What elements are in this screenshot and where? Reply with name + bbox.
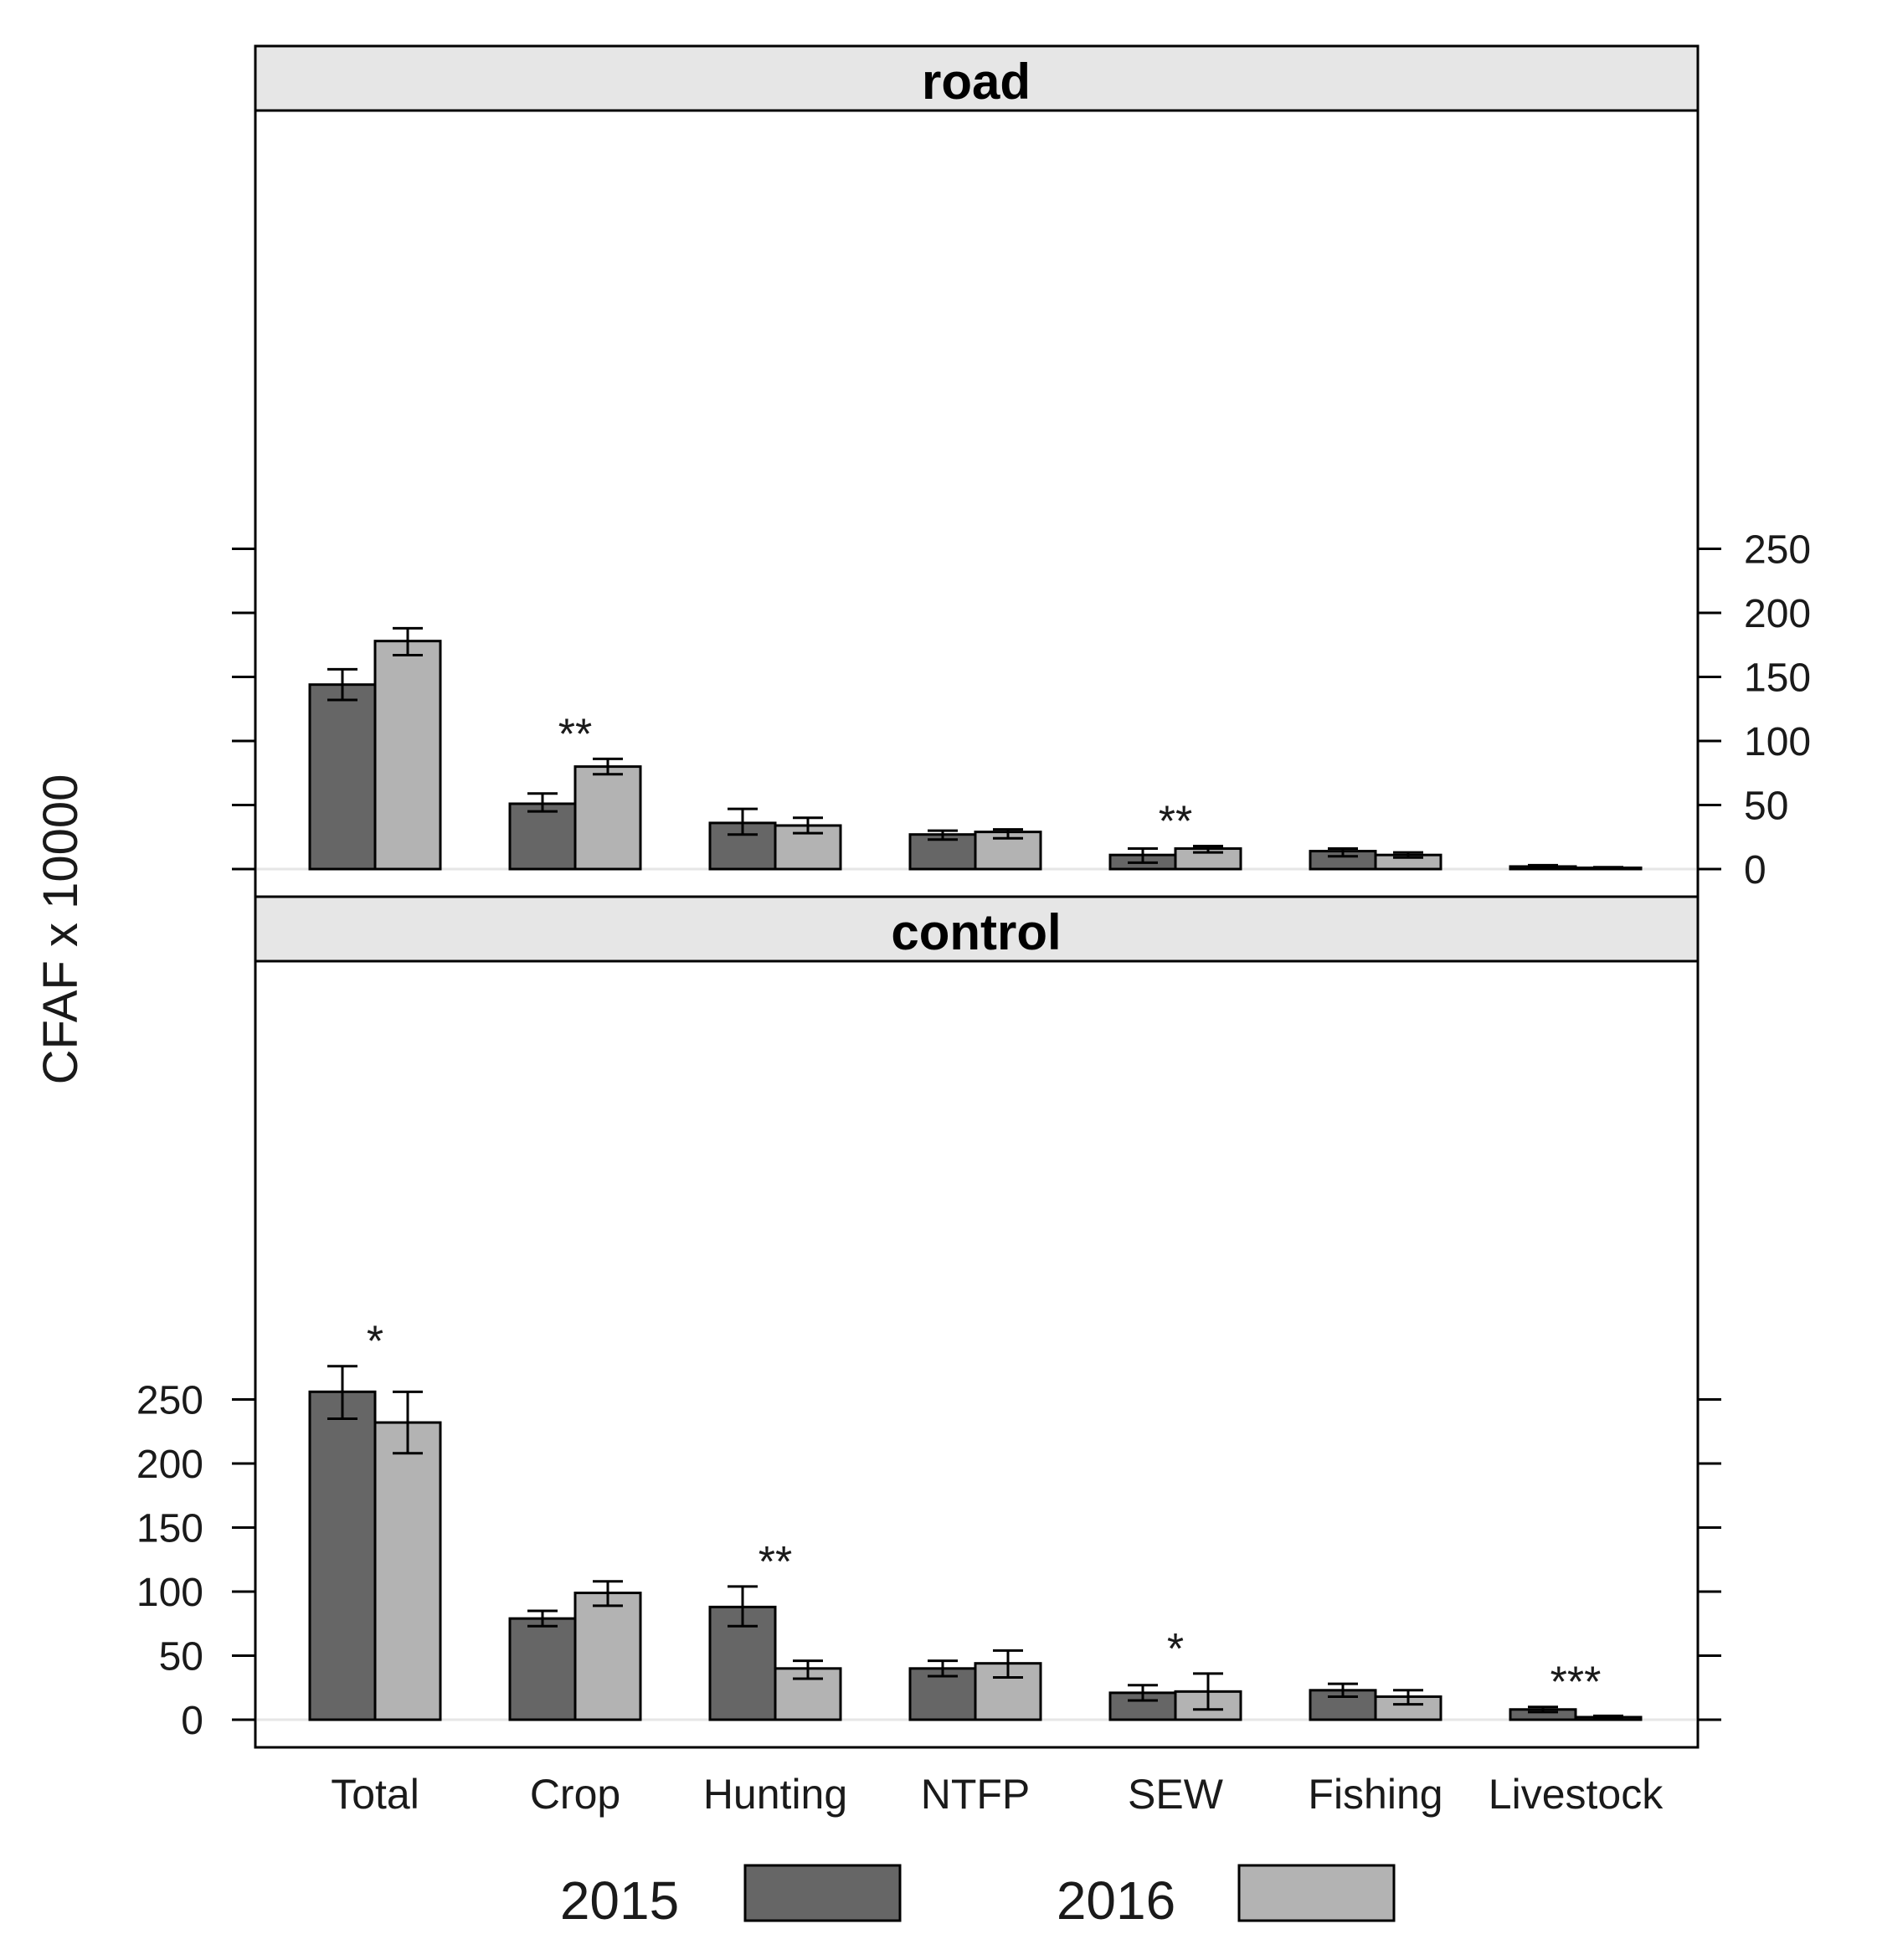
control-ytick-label: 150 [136, 1507, 203, 1551]
x-tick-label-Hunting: Hunting [703, 1771, 847, 1818]
road-ytick-label: 200 [1744, 592, 1811, 636]
control-ytick-label: 250 [136, 1379, 203, 1423]
road-ytick-label: 0 [1744, 848, 1766, 893]
legend-swatch-2015 [743, 1864, 902, 1922]
control-ytick-label: 200 [136, 1443, 203, 1487]
road-strip-label: road [922, 54, 1031, 110]
control-bar-2016-Total [373, 1421, 442, 1721]
control-strip [254, 895, 1700, 963]
control-significance-Hunting: ** [759, 1538, 792, 1587]
control-bar-2015-Crop [508, 1617, 577, 1721]
road-significance-SEW: ** [1159, 797, 1192, 846]
road-strip [254, 44, 1700, 112]
control-significance-Livestock: *** [1550, 1659, 1602, 1707]
x-tick-label-Crop: Crop [530, 1771, 620, 1818]
road-ytick-label: 100 [1744, 720, 1811, 764]
legend-label-2016: 2016 [1057, 1870, 1175, 1931]
control-ytick-label: 0 [181, 1699, 203, 1743]
y-axis-title: CFAF x 10000 [33, 774, 88, 1085]
x-tick-label-SEW: SEW [1128, 1771, 1224, 1818]
control-strip-label: control [891, 904, 1061, 960]
control-panel-frame [254, 895, 1700, 1749]
control-significance-Total: * [367, 1318, 383, 1366]
x-tick-label-Fishing: Fishing [1308, 1771, 1442, 1818]
road-bar-2016-Crop [573, 765, 642, 871]
x-tick-label-Livestock: Livestock [1489, 1771, 1664, 1818]
road-bar-2015-Crop [508, 802, 577, 871]
road-bar-2015-Total [308, 683, 377, 871]
control-ytick-label: 50 [159, 1635, 203, 1680]
control-bar-2015-Total [308, 1390, 377, 1721]
control-significance-SEW: * [1167, 1625, 1184, 1674]
road-ytick-label: 250 [1744, 528, 1811, 573]
road-significance-Crop: ** [558, 710, 592, 759]
road-ytick-label: 150 [1744, 656, 1811, 701]
control-bar-2016-Hunting [774, 1667, 842, 1721]
legend-swatch-2016 [1237, 1864, 1396, 1922]
road-bar-2016-Total [373, 640, 442, 871]
control-bar-2016-Crop [573, 1592, 642, 1721]
road-ytick-label: 50 [1744, 785, 1788, 829]
control-ytick-label: 100 [136, 1571, 203, 1615]
x-tick-label-NTFP: NTFP [921, 1771, 1031, 1818]
x-tick-label-Total: Total [331, 1771, 419, 1818]
road-panel-frame [254, 44, 1700, 898]
plot-layer: 050100150200250****050100150200250******… [136, 528, 1811, 1819]
legend-label-2015: 2015 [560, 1870, 679, 1931]
